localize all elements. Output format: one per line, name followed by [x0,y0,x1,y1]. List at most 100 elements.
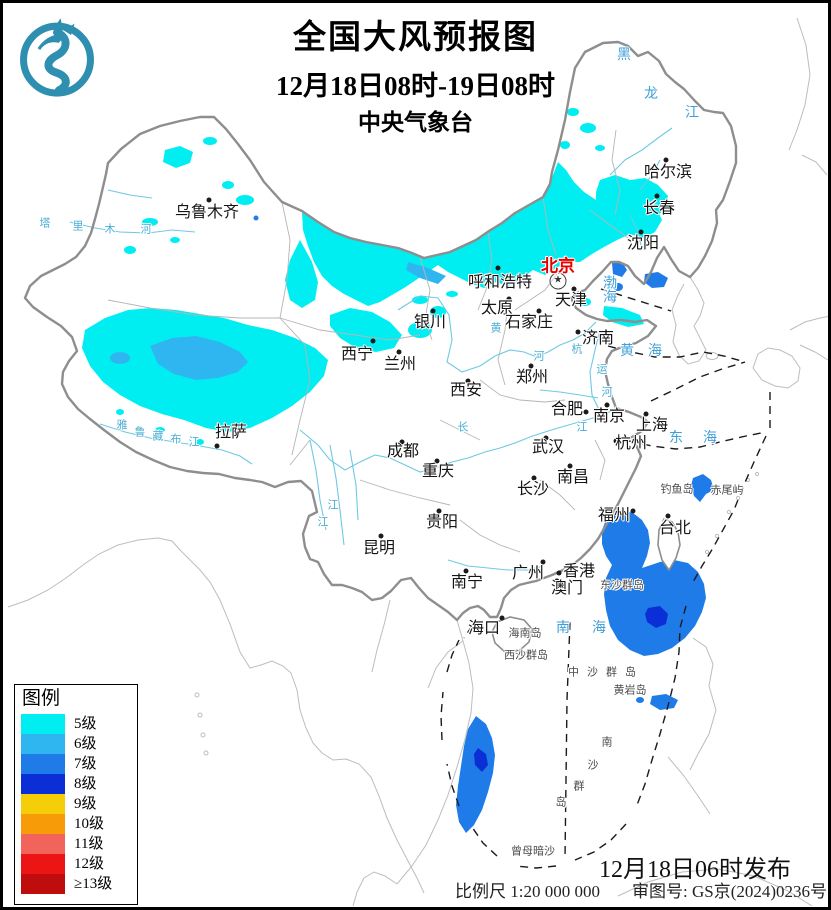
city-label: 合肥 [550,401,584,418]
sea-label: 黄海 [620,344,676,359]
city-label: 海口 [467,620,501,637]
sea-label: 龙 [644,87,658,102]
city-label: 贵阳 [425,514,459,531]
legend-item-label: 5级 [74,715,97,732]
city-dot [506,296,512,302]
legend-item-label: 10级 [74,815,105,832]
city-dot [540,559,546,565]
river-label: 江 [188,436,200,449]
city-label: 澳门 [550,580,584,597]
city-dot [567,463,573,469]
legend-item: 8级 [15,773,137,794]
wind-area-level8 [474,606,668,772]
city-label: 西宁 [340,346,374,363]
legend-color-swatch [21,813,65,834]
city-label: 杭州 [614,435,648,452]
sea-label: 南海 [556,621,628,636]
city-label: 长沙 [516,481,550,498]
legend-item: 9级 [15,793,137,814]
rivers [69,127,673,571]
city-dot [206,197,212,203]
city-label: 武汉 [531,439,565,456]
wind-area-level7 [253,215,714,833]
city-dot [554,578,560,584]
legend-color-swatch [21,753,65,774]
legend-item: 10级 [15,813,137,834]
legend-color-swatch [21,853,65,874]
city-dot [463,568,469,574]
city-label: 济南 [581,330,615,347]
legend-item-label: 11级 [74,835,104,852]
island-label: 中沙群岛 [568,666,644,679]
legend-rows: 5级 6级 7级 8级 9级 10级 11级 12级 ≥13级 [15,713,137,894]
cma-dragon-logo [13,13,101,101]
city-dot [495,265,501,271]
legend-item-label: ≥13级 [74,875,113,892]
city-label: 乌鲁木齐 [174,204,240,221]
sea-label: 渤海 [601,275,616,303]
wind-area-level6 [110,262,446,380]
sea-label: 东海 [669,431,737,446]
sea-label: 江 [685,106,699,121]
river-label: 江 [576,421,588,434]
china-national-border [23,40,738,622]
legend-item: 5级 [15,713,137,734]
city-dot [399,439,405,445]
city-dot [571,286,577,292]
city-dot [556,570,562,576]
city-dot [528,363,534,369]
city-dot [430,308,436,314]
city-label: 福州 [597,507,631,524]
island-label: 南 [601,736,613,749]
legend-item: 12级 [15,853,137,874]
city-label: 成都 [386,443,420,460]
city-label: 沈阳 [626,235,660,252]
city-label: 天津 [554,292,588,309]
legend-color-swatch [21,773,65,794]
capital-star-marker: ★ [549,272,567,290]
city-dot [665,513,671,519]
river-label: 藏 [152,430,164,443]
city-label: 上海 [635,417,669,434]
map-approval-number: 审图号: GS京(2024)0236号 [632,882,828,901]
island-label: 赤尾屿 [710,484,744,497]
legend-color-swatch [21,833,65,854]
river-label: 长 [457,421,469,434]
city-dot [531,475,537,481]
city-dot [630,508,636,514]
city-dot [613,438,619,444]
legend-color-swatch [21,793,65,814]
wind-scale-legend: 图例 5级 6级 7级 8级 9级 10级 11级 12级 ≥13级 [14,684,138,905]
legend-color-swatch [21,733,65,754]
city-label: 银川 [413,314,447,331]
city-label: 兰州 [383,356,417,373]
legend-title: 图例 [22,688,61,709]
legend-item: 7级 [15,753,137,774]
island-label: 曾母暗沙 [511,845,555,858]
city-dot [543,435,549,441]
legend-color-swatch [21,713,65,734]
legend-item-label: 9级 [74,795,97,812]
river-label: 鲁 [134,426,146,439]
city-dot [638,229,644,235]
river-label: 里 [72,220,84,233]
island-label: 海南岛 [508,627,542,640]
river-label: 黄 [490,322,502,335]
city-label: 南昌 [556,469,590,486]
river-label: 塔 [39,217,51,230]
city-label: 太原 [480,300,514,317]
legend-item-label: 8级 [74,775,97,792]
city-dot [370,338,376,344]
city-label: 石家庄 [504,314,554,331]
legend-item: 11级 [15,833,137,854]
city-label: 哈尔滨 [643,164,693,181]
city-label: 郑州 [515,369,549,386]
river-label: 木 [104,223,116,236]
map-scale: 比例尺 1:20 000 000 [455,882,600,901]
city-dot [436,508,442,514]
island-label: 岛 [555,796,567,809]
city-label: 台北 [658,520,692,537]
river-label: 江 [327,499,339,512]
